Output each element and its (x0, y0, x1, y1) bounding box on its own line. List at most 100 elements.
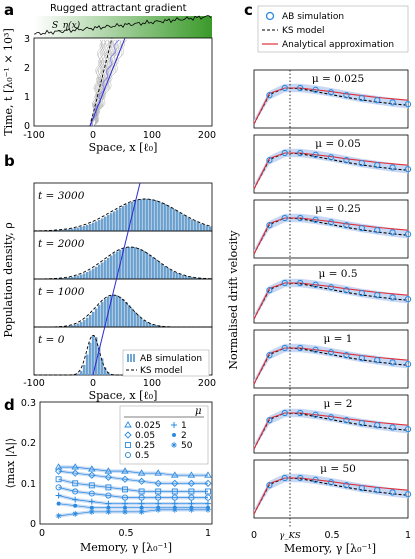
analytical-line (253, 412, 409, 450)
ab-simulation-point (327, 154, 335, 161)
ks-mean-line (89, 37, 113, 127)
histogram-bar (112, 294, 116, 328)
a-ytick-3: 3 (24, 34, 30, 45)
c-subplot-frame (253, 69, 409, 129)
ab-simulation-point (281, 474, 288, 482)
histogram-bar (112, 211, 116, 232)
ab-simulation-point (266, 92, 273, 99)
histogram-bar (97, 264, 101, 280)
d-series-line (58, 509, 208, 517)
histogram-bar (127, 305, 131, 328)
d-point (71, 469, 79, 477)
d-point (188, 500, 195, 507)
gamma-ks-label: γ_KS (279, 531, 301, 541)
histogram-bar (106, 215, 110, 232)
d-xtick-1: 0.5 (118, 528, 133, 539)
c-subplot: μ = 0.05 (253, 134, 412, 194)
a-xtick-0: -100 (23, 130, 45, 141)
ab-simulation-point (358, 419, 365, 427)
d-point (122, 486, 128, 493)
d-point (105, 508, 112, 515)
d-point (171, 500, 178, 507)
d-point (121, 475, 129, 483)
b-subplot: t = 3000 (33, 182, 213, 232)
c-subplot-frame (253, 394, 409, 454)
histogram-bar (163, 266, 167, 280)
d-point (188, 494, 195, 501)
ab-simulation-point (343, 482, 350, 489)
d-point (88, 482, 95, 489)
histogram-bar (109, 255, 113, 280)
histogram-bar (151, 199, 155, 232)
ab-simulation-point (312, 281, 319, 288)
d-point (139, 505, 144, 510)
mu-label: μ = 0.05 (315, 138, 361, 150)
histogram-bar (85, 354, 89, 376)
histogram-bar (97, 346, 101, 376)
panel-d-frame (39, 401, 213, 525)
d-point (171, 506, 178, 513)
b-legend-ks: KS model (140, 366, 183, 376)
trajectory (91, 39, 122, 127)
c-subplot-frame (253, 134, 409, 194)
d-point (54, 467, 63, 475)
d-point (123, 505, 127, 510)
histogram-bar (184, 276, 188, 280)
ab-simulation-point (404, 296, 412, 303)
d-point (171, 494, 178, 501)
b-mean-line (92, 182, 141, 376)
histogram-bar (133, 311, 137, 328)
ab-simulation-point (297, 279, 304, 287)
ab-simulation-point (281, 344, 288, 352)
d-point (122, 508, 128, 515)
c-subplot: μ = 0.25 (253, 199, 412, 259)
ab-simulation-point (327, 414, 335, 421)
histogram-bar (181, 214, 185, 232)
b-time-label: t = 2000 (38, 238, 85, 250)
histogram-bar (91, 335, 95, 376)
a-ytick-1: 1 (24, 92, 30, 103)
analytical-line (253, 282, 409, 320)
mu-label: μ = 0.5 (319, 268, 358, 280)
histogram-bar (103, 216, 107, 232)
ab-simulation-point (404, 101, 412, 108)
d-point (205, 500, 211, 507)
a-xlabel: Space, x [ℓ₀] (89, 141, 158, 154)
d-point (55, 492, 62, 499)
d-legend-label: 0.025 (135, 421, 161, 431)
c-xtick-0: 0 (251, 530, 257, 541)
ab-simulation-point (358, 94, 365, 102)
histogram-bar (109, 213, 113, 232)
d-point (138, 500, 145, 507)
ab-simulation-point (312, 86, 319, 93)
b-subplot: t = 1000 (33, 278, 213, 328)
histogram-bar (124, 247, 128, 280)
ab-simulation-point (358, 159, 365, 167)
histogram-bar (160, 202, 164, 232)
mu-label: μ = 2 (324, 398, 353, 410)
d-point (105, 484, 112, 491)
d-point (105, 492, 112, 499)
trajectory (91, 39, 118, 127)
d-ytick-2: 0.2 (21, 438, 36, 449)
histogram-bar (145, 198, 149, 232)
c-xtick-1: 0.5 (324, 530, 339, 541)
d-point (155, 506, 162, 513)
c-subplot: μ = 1 (253, 329, 412, 389)
ab-simulation-point (389, 164, 396, 171)
d-point (188, 506, 195, 513)
ab-simulation-point (343, 417, 350, 424)
d-series-line (58, 470, 208, 484)
histogram-bar (172, 271, 176, 280)
histogram-bar (118, 296, 122, 328)
mean-trajectory-line (89, 37, 126, 127)
c-legend-analytic: Analytical approximation (282, 40, 394, 50)
d-point (204, 479, 212, 487)
d-point (121, 494, 129, 501)
histogram-bar (76, 227, 80, 232)
histogram-bar (121, 206, 125, 232)
d-point (71, 463, 79, 470)
c-subplot: μ = 50 (253, 459, 412, 519)
histogram-bar (91, 268, 95, 280)
